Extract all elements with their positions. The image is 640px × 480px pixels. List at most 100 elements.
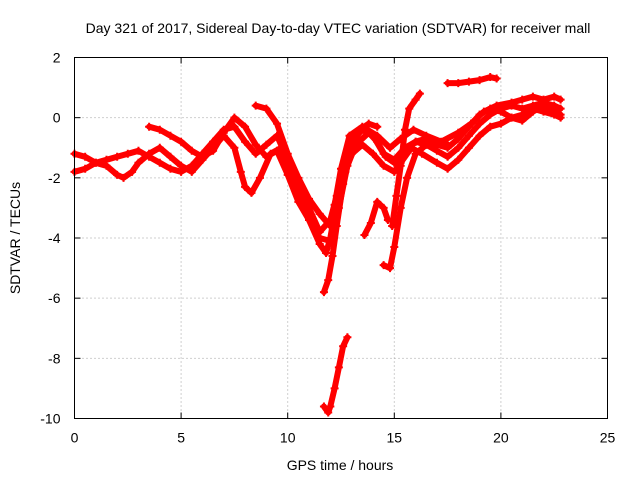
data-point	[219, 128, 228, 137]
data-point	[443, 79, 452, 88]
data-point	[454, 79, 463, 88]
data-point	[123, 149, 132, 158]
data-point	[113, 152, 122, 161]
data-point	[390, 243, 399, 252]
y-tick-label: 0	[53, 110, 61, 126]
data-point	[324, 276, 333, 285]
data-point	[364, 119, 373, 128]
data-point	[392, 191, 401, 200]
data-point	[411, 95, 420, 104]
data-point	[496, 107, 505, 116]
data-point	[332, 221, 341, 230]
data-point	[251, 149, 260, 158]
data-point	[339, 342, 348, 351]
data-point	[464, 77, 473, 86]
data-point	[475, 76, 484, 85]
data-point	[322, 249, 331, 258]
data-point	[360, 230, 369, 239]
data-point	[319, 288, 328, 297]
series-trace-10	[443, 73, 501, 88]
series-trace-7	[379, 137, 452, 273]
x-tick-labels: 0 5 10 15 20 25	[71, 430, 616, 446]
data-point	[415, 89, 424, 98]
data-point	[464, 143, 473, 152]
data-point	[345, 131, 354, 140]
series-trace-8	[388, 89, 424, 230]
data-point	[432, 137, 441, 146]
data-point	[155, 125, 164, 134]
data-point	[251, 101, 260, 110]
data-point	[492, 101, 501, 110]
data-point	[166, 131, 175, 140]
data-point	[128, 167, 137, 176]
data-point	[454, 143, 463, 152]
data-point	[262, 152, 271, 161]
data-point	[283, 170, 292, 179]
y-tick-labels: -10 -8 -6 -4 -2 0 2	[40, 50, 60, 427]
data-point	[177, 161, 186, 170]
data-point	[273, 119, 282, 128]
data-point	[230, 143, 239, 152]
data-point	[422, 140, 431, 149]
data-point	[166, 152, 175, 161]
data-point	[528, 92, 537, 101]
data-point	[134, 146, 143, 155]
y-tick-label: -8	[48, 350, 61, 366]
x-tick-label: 25	[600, 430, 616, 446]
data-point	[368, 149, 377, 158]
data-point	[305, 215, 314, 224]
data-point	[339, 179, 348, 188]
data-point	[177, 137, 186, 146]
data-point	[315, 234, 324, 242]
data-point	[324, 408, 333, 417]
data-point	[119, 173, 128, 182]
data-point	[187, 146, 196, 155]
data-point	[379, 161, 388, 170]
data-point	[91, 158, 100, 167]
data-point	[251, 140, 260, 149]
data-point	[443, 152, 452, 161]
data-point	[241, 137, 250, 146]
data-point	[405, 104, 414, 113]
data-point	[528, 107, 537, 116]
x-axis-title: GPS time / hours	[287, 457, 394, 473]
data-point	[379, 261, 388, 270]
data-point	[145, 122, 154, 131]
data-point	[386, 143, 395, 152]
data-series	[70, 73, 565, 417]
data-point	[550, 107, 559, 116]
data-point	[145, 149, 154, 158]
data-point	[475, 131, 484, 140]
data-point	[556, 95, 565, 104]
data-point	[166, 164, 175, 173]
y-tick-label: 2	[53, 50, 61, 66]
data-point	[255, 173, 264, 182]
data-point	[443, 164, 452, 173]
data-point	[347, 143, 356, 152]
x-tick-label: 10	[280, 430, 296, 446]
data-point	[432, 158, 441, 167]
data-point	[507, 98, 516, 107]
data-point	[247, 188, 256, 197]
data-point	[305, 194, 314, 203]
data-point	[492, 74, 501, 83]
data-point	[454, 128, 463, 137]
data-point	[390, 158, 399, 167]
data-point	[556, 110, 565, 119]
data-point	[409, 125, 418, 134]
y-tick-label: -4	[48, 230, 61, 246]
y-tick-label: -2	[48, 170, 61, 186]
data-point	[198, 152, 207, 161]
data-point	[539, 95, 548, 104]
y-axis-title: SDTVAR / TECUs	[7, 182, 23, 294]
data-point	[422, 131, 431, 140]
data-point	[236, 167, 245, 176]
data-point	[81, 164, 90, 173]
data-point	[102, 161, 111, 170]
data-point	[294, 173, 303, 182]
data-point	[326, 402, 335, 411]
y-tick-label: -10	[40, 411, 60, 427]
data-point	[400, 125, 409, 134]
x-tick-label: 5	[177, 430, 185, 446]
